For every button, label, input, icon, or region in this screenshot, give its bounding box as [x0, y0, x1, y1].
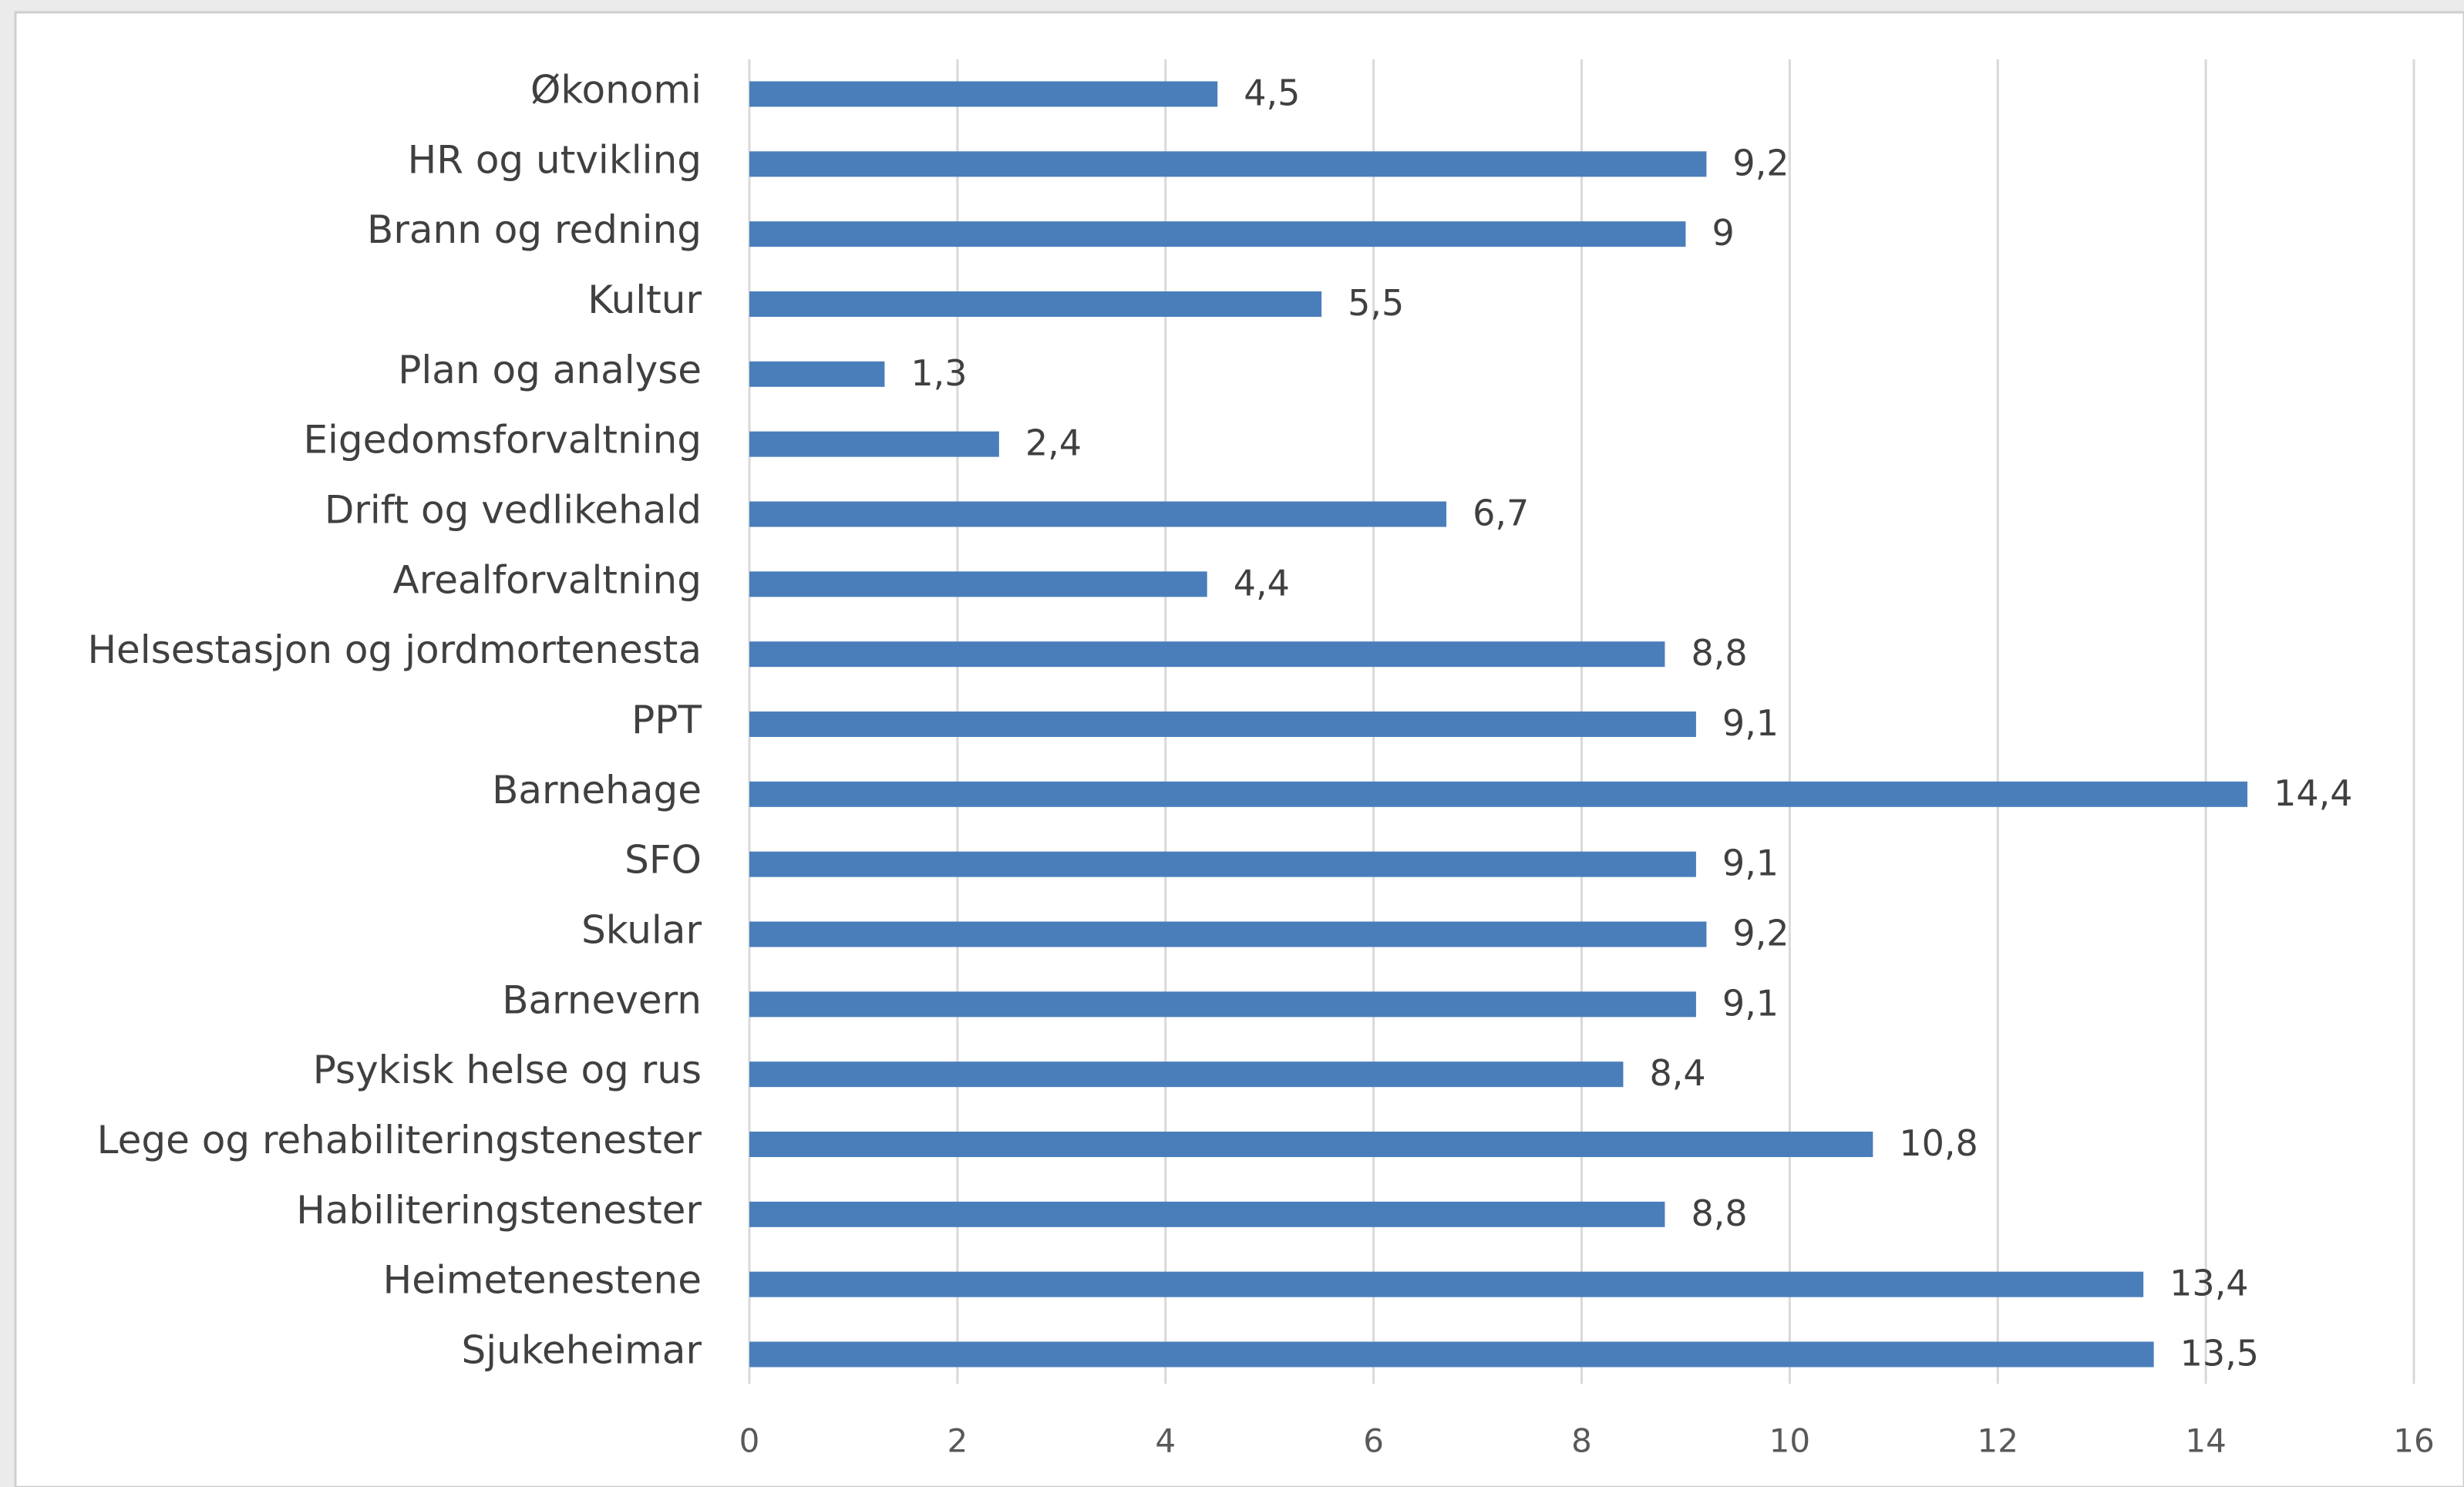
x-tick-label: 14: [2185, 1422, 2226, 1460]
bar: [749, 781, 2248, 807]
data-label: 4,5: [1244, 72, 1300, 114]
data-label: 8,8: [1691, 1193, 1747, 1234]
y-tick-label: Økonomi: [530, 68, 702, 113]
x-tick-label: 2: [948, 1422, 968, 1460]
data-label: 9: [1712, 212, 1734, 254]
y-tick-label: Helsestasjon og jordmortenesta: [87, 627, 702, 672]
data-label: 9,1: [1722, 843, 1779, 884]
bar: [749, 1341, 2154, 1368]
y-tick-label: Lege og rehabiliteringstenester: [97, 1118, 702, 1162]
bar: [749, 1132, 1873, 1157]
data-label: 5,5: [1348, 282, 1404, 324]
data-label: 1,3: [911, 352, 967, 394]
data-label: 6,7: [1473, 493, 1529, 534]
data-label: 14,4: [2274, 772, 2352, 814]
bar: [749, 1271, 2144, 1297]
data-label: 9,2: [1732, 142, 1789, 183]
y-tick-label: Barnevern: [502, 977, 702, 1022]
bar: [749, 151, 1707, 177]
y-tick-label: HR og utvikling: [408, 137, 702, 182]
x-tick-label: 12: [1978, 1422, 2018, 1460]
y-tick-label: Habiliteringstenester: [296, 1188, 702, 1233]
y-tick-label: Sjukeheimar: [462, 1328, 702, 1373]
y-tick-label: Barnehage: [492, 768, 702, 812]
y-tick-label: Drift og vedlikehald: [325, 488, 702, 533]
bar: [749, 1061, 1624, 1088]
data-label: 4,4: [1234, 562, 1290, 604]
x-tick-label: 4: [1155, 1422, 1176, 1460]
data-label: 13,5: [2180, 1333, 2259, 1374]
y-tick-label: Psykisk helse og rus: [313, 1048, 702, 1092]
y-tick-label: Heimetenestene: [383, 1258, 702, 1303]
bar: [749, 291, 1322, 317]
data-label: 9,2: [1732, 913, 1789, 954]
chart-area: [14, 11, 2464, 1487]
x-tick-label: 10: [1769, 1422, 1810, 1460]
bar: [749, 501, 1447, 527]
bar: [749, 641, 1665, 668]
y-tick-label: Arealforvaltning: [393, 557, 702, 602]
data-label: 2,4: [1025, 422, 1082, 464]
y-tick-label: Skular: [581, 908, 702, 953]
bar: [749, 712, 1696, 737]
bar: [749, 1201, 1665, 1227]
x-tick-label: 8: [1571, 1422, 1592, 1460]
y-tick-label: Eigedomsforvaltning: [303, 418, 702, 463]
x-tick-label: 6: [1363, 1422, 1384, 1460]
bar: [749, 431, 999, 457]
bar: [749, 221, 1686, 247]
y-tick-label: Kultur: [587, 278, 702, 322]
data-label: 8,4: [1649, 1052, 1705, 1094]
bar: [749, 81, 1218, 107]
data-label: 9,1: [1722, 982, 1779, 1024]
data-label: 8,8: [1691, 632, 1747, 674]
x-tick-label: 0: [739, 1422, 760, 1460]
bar: [749, 851, 1696, 877]
bar: [749, 571, 1207, 597]
bar: [749, 361, 885, 387]
bar: [749, 991, 1696, 1018]
y-tick-label: SFO: [624, 838, 702, 883]
data-label: 10,8: [1899, 1122, 1978, 1164]
x-tick-label: 16: [2393, 1422, 2434, 1460]
y-tick-label: Plan og analyse: [398, 348, 702, 392]
y-tick-label: Brann og redning: [367, 207, 702, 252]
data-label: 13,4: [2169, 1263, 2248, 1304]
y-tick-label: PPT: [631, 698, 702, 742]
data-label: 9,1: [1722, 702, 1779, 744]
bar: [749, 921, 1707, 947]
